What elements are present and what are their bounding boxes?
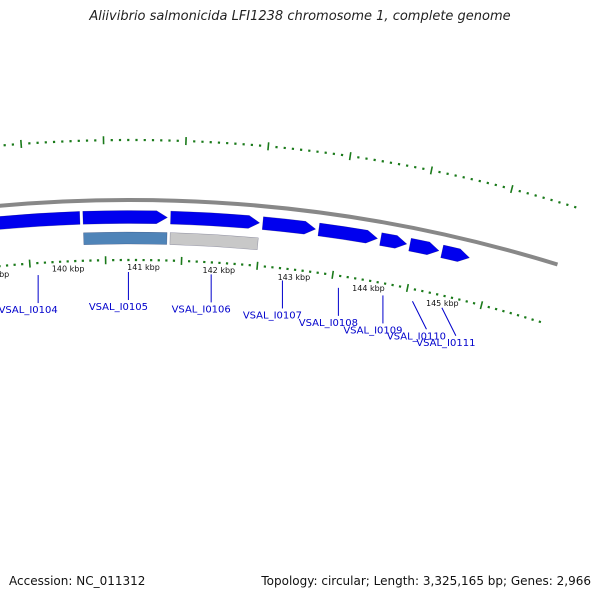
gene-feature[interactable] <box>0 211 81 230</box>
gene-feature[interactable] <box>261 216 317 235</box>
minor-tick <box>538 320 542 324</box>
minor-tick <box>526 191 530 195</box>
scale-label: 143 kbp <box>278 273 311 282</box>
major-tick <box>405 283 410 293</box>
accession-line: Accession: NC_011312 <box>9 574 145 588</box>
major-tick <box>429 166 434 175</box>
major-tick <box>331 270 335 279</box>
minor-tick <box>465 300 469 303</box>
minor-tick <box>502 309 505 313</box>
gene-feature[interactable] <box>379 232 408 249</box>
backbone-arc <box>0 198 559 267</box>
minor-tick <box>558 200 561 204</box>
gene-feature[interactable] <box>408 237 440 256</box>
scale-label: 140 kbp <box>52 264 85 273</box>
gene-feature[interactable] <box>82 210 168 225</box>
gene-label[interactable]: VSAL_I0105 <box>89 302 148 313</box>
minor-tick <box>458 298 461 301</box>
scale-labels: 139 kbp 140 kbp 141 kbp 142 kbp 143 kbp 144 k… <box>0 263 459 308</box>
minor-tick <box>534 194 538 197</box>
minor-tick <box>502 185 506 189</box>
major-tick <box>348 152 352 161</box>
minor-tick <box>573 205 577 209</box>
scale-label: 144 kbp <box>352 284 385 293</box>
minor-tick <box>531 318 534 321</box>
gene-features <box>0 210 471 262</box>
gene-feature[interactable] <box>170 210 261 229</box>
major-tick <box>479 301 484 310</box>
gene-feature[interactable] <box>83 231 168 246</box>
gene-feature[interactable] <box>317 222 379 244</box>
minor-tick <box>550 198 553 202</box>
minor-tick <box>565 203 569 207</box>
accession-label: Accession: <box>9 574 73 588</box>
outer-tick-ring <box>3 136 577 209</box>
genome-summary: Topology: circular; Length: 3,325,165 bp… <box>261 574 591 588</box>
minor-tick <box>542 196 545 200</box>
minor-tick <box>523 316 527 319</box>
gene-label[interactable]: VSAL_I0109 <box>343 325 402 336</box>
gene-label[interactable]: VSAL_I0110 <box>387 331 446 342</box>
map-title: Aliivibrio salmonicida LFI1238 chromosom… <box>89 9 511 24</box>
minor-tick <box>450 296 454 300</box>
minor-tick <box>486 181 490 185</box>
gene-label[interactable]: VSAL_I0106 <box>172 304 231 315</box>
major-tick <box>28 259 31 268</box>
gene-feature[interactable] <box>440 244 471 262</box>
minor-tick <box>494 307 498 311</box>
gene-label[interactable]: VSAL_I0104 <box>0 305 58 316</box>
minor-tick <box>487 305 491 309</box>
minor-tick <box>472 301 476 305</box>
scale-label: 142 kbp <box>203 266 236 275</box>
gene-label[interactable]: VSAL_I0108 <box>299 318 358 329</box>
scale-label: 139 kbp <box>0 270 9 279</box>
minor-tick <box>518 189 522 193</box>
major-tick <box>509 184 514 194</box>
gene-label[interactable]: VSAL_I0107 <box>243 310 302 321</box>
gene-labels: VSAL_I0103VSAL_I0104VSAL_I0105VSAL_I0106… <box>0 272 475 349</box>
scale-label: 145 kbp <box>426 299 459 308</box>
gene-leader-line <box>412 301 427 330</box>
minor-tick <box>509 311 513 315</box>
major-tick <box>256 261 259 270</box>
minor-tick <box>478 179 482 183</box>
minor-tick <box>494 183 498 187</box>
gene-feature[interactable] <box>169 232 259 251</box>
chromosome-backbone <box>0 198 559 267</box>
inner-tick-ring <box>0 256 542 324</box>
minor-tick <box>516 313 520 317</box>
major-tick <box>267 142 270 151</box>
major-tick <box>20 139 23 148</box>
scale-label: 141 kbp <box>127 263 160 272</box>
gene-label[interactable]: VSAL_I0111 <box>416 338 475 349</box>
accession-value: NC_011312 <box>76 574 146 588</box>
gene-leader-line <box>441 307 457 336</box>
